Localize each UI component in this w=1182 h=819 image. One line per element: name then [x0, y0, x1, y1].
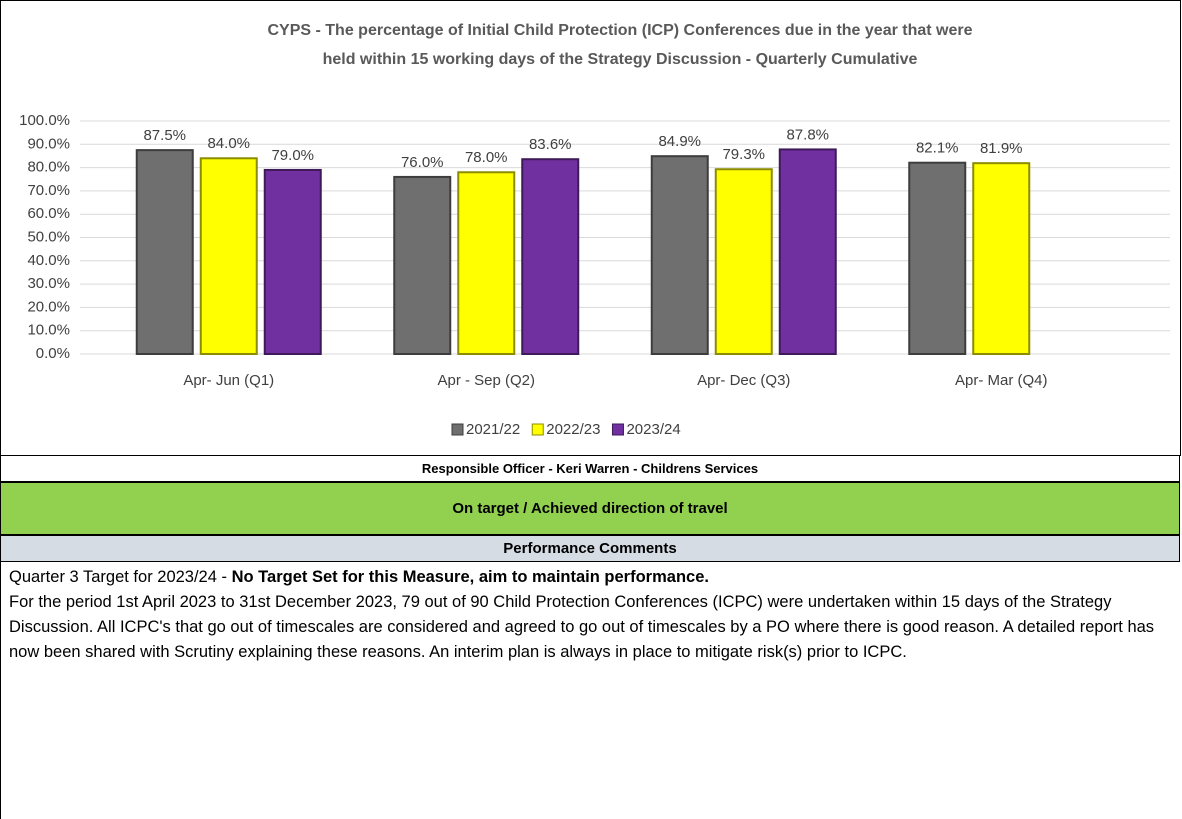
y-tick-label: 30.0% — [27, 275, 70, 292]
legend-swatch — [531, 423, 544, 436]
legend-label: 2021/22 — [466, 421, 520, 438]
comments-lead-bold: No Target Set for this Measure, aim to m… — [231, 568, 709, 586]
legend-label: 2022/23 — [546, 421, 600, 438]
y-tick-label: 20.0% — [27, 298, 70, 315]
legend-label: 2023/24 — [626, 421, 680, 438]
bar — [778, 148, 837, 355]
chart: CYPS - The percentage of Initial Child P… — [0, 0, 1181, 456]
bar — [908, 161, 967, 355]
officer: Responsible Officer - Keri Warren - Chil… — [0, 455, 1180, 482]
bar — [263, 168, 322, 355]
bar — [650, 155, 709, 355]
value-label: 84.9% — [658, 133, 701, 150]
comments-body: For the period 1st April 2023 to 31st De… — [9, 593, 1155, 661]
comments: Quarter 3 Target for 2023/24 - No Target… — [0, 561, 1180, 819]
value-label: 82.1% — [916, 140, 959, 157]
bar — [521, 158, 580, 355]
value-label: 87.8% — [786, 126, 829, 143]
x-tick-label: Apr- Mar (Q4) — [955, 372, 1048, 389]
value-label: 79.0% — [271, 147, 314, 164]
value-label: 81.9% — [980, 140, 1023, 157]
bar — [393, 175, 452, 355]
value-label: 78.0% — [465, 149, 508, 166]
value-label: 84.0% — [207, 135, 250, 152]
comments-heading: Performance Comments — [0, 535, 1180, 562]
bar — [135, 149, 194, 355]
y-tick-label: 100.0% — [19, 112, 70, 129]
bar — [457, 171, 516, 355]
bar — [972, 162, 1031, 355]
y-tick-label: 80.0% — [27, 159, 70, 176]
value-label: 87.5% — [143, 127, 186, 144]
chart-subtitle: held within 15 working days of the Strat… — [323, 51, 918, 68]
y-tick-label: 50.0% — [27, 228, 70, 245]
value-label: 79.3% — [722, 146, 765, 163]
bar — [714, 168, 773, 355]
comments-lead: Quarter 3 Target for 2023/24 - — [9, 568, 232, 586]
x-tick-label: Apr- Jun (Q1) — [183, 372, 274, 389]
value-label: 76.0% — [401, 154, 444, 171]
bar — [199, 157, 258, 355]
y-tick-label: 40.0% — [27, 252, 70, 269]
legend-swatch — [611, 423, 624, 436]
legend-swatch — [451, 423, 464, 436]
y-tick-label: 70.0% — [27, 182, 70, 199]
y-tick-label: 0.0% — [36, 345, 70, 362]
value-label: 83.6% — [529, 136, 572, 153]
y-tick-label: 90.0% — [27, 135, 70, 152]
status: On target / Achieved direction of travel — [0, 482, 1180, 535]
chart-title: CYPS - The percentage of Initial Child P… — [267, 22, 972, 39]
y-tick-label: 10.0% — [27, 322, 70, 339]
y-tick-label: 60.0% — [27, 205, 70, 222]
x-tick-label: Apr- Dec (Q3) — [697, 372, 790, 389]
x-tick-label: Apr - Sep (Q2) — [437, 372, 535, 389]
